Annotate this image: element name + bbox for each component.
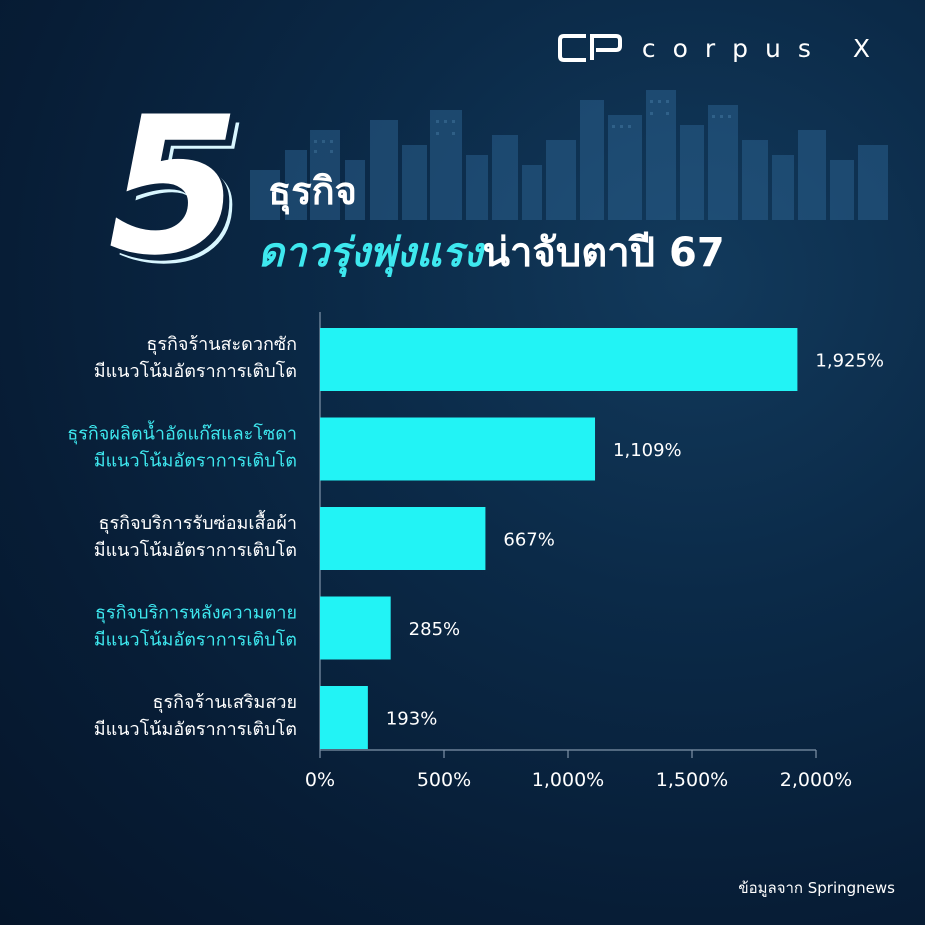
bar [320, 328, 798, 391]
bar-value-label: 285% [409, 619, 460, 640]
category-label: มีแนวโน้มอัตราการเติบโต [94, 360, 297, 382]
category-label: ธุรกิจบริการหลังความตาย [95, 603, 297, 624]
source-note: ข้อมูลจาก Springnews [738, 879, 895, 897]
bar-value-label: 1,925% [815, 351, 884, 372]
bar [320, 686, 368, 749]
headline-line2: ดาวรุ่งพุ่งแรงน่าจับตาปี 67 [258, 220, 725, 284]
x-tick-label: 1,000% [532, 769, 604, 791]
bar-value-label: 193% [386, 709, 437, 730]
category-label: ธุรกิจร้านสะดวกซัก [146, 334, 297, 355]
brand-name: corpus X [641, 33, 887, 63]
x-tick-label: 500% [417, 769, 471, 791]
headline-number: 5 [108, 76, 241, 297]
category-label: มีแนวโน้มอัตราการเติบโต [94, 629, 297, 651]
bar-value-label: 1,109% [613, 440, 682, 461]
x-tick-label: 0% [305, 769, 335, 791]
headline-rest: น่าจับตาปี 67 [482, 230, 725, 276]
headline-highlight: ดาวรุ่งพุ่งแรง [258, 230, 483, 276]
category-label: มีแนวโน้มอัตราการเติบโต [94, 450, 297, 472]
x-tick-label: 1,500% [656, 769, 728, 791]
city-skyline-graphic [250, 90, 888, 220]
category-label: ธุรกิจผลิตน้ำอัดแก๊สและโซดา [67, 421, 297, 445]
bar [320, 507, 486, 570]
category-label: มีแนวโน้มอัตราการเติบโต [94, 539, 297, 561]
category-label: ธุรกิจบริการรับซ่อมเสื้อผ้า [99, 510, 297, 534]
bar-value-label: 667% [503, 530, 554, 551]
cp-logo-icon [557, 34, 622, 62]
category-label: ธุรกิจร้านเสริมสวย [153, 692, 298, 713]
brand-logo: corpus X [557, 32, 887, 64]
category-label: มีแนวโน้มอัตราการเติบโต [94, 718, 297, 740]
headline-line1: ธุรกิจ [268, 169, 357, 213]
bar [320, 596, 391, 660]
x-tick-label: 2,000% [780, 769, 852, 791]
bar [320, 417, 596, 481]
